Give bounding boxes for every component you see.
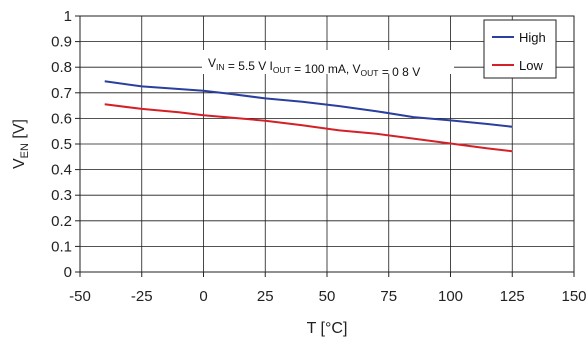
- y-axis-title-subscript: EN: [19, 143, 31, 158]
- x-tick-label: 75: [380, 288, 397, 305]
- y-tick-label: 1: [64, 8, 72, 25]
- conditions-annotation: VIN = 5.5 V IOUT = 100 mA, VOUT = 0 8 V: [202, 50, 454, 79]
- x-tick-label: -25: [131, 288, 153, 305]
- annotation-subscript: OUT: [361, 68, 379, 78]
- y-tick-label: 0.6: [51, 110, 72, 127]
- x-tick-label: 0: [199, 288, 207, 305]
- annotation-text: VIN = 5.5 V IOUT = 100 mA, VOUT = 0 8 V: [208, 56, 420, 79]
- x-tick-label: 125: [500, 288, 525, 305]
- y-tick-label: 0.2: [51, 213, 72, 230]
- series-line-high: [104, 80, 513, 128]
- y-axis-title-main: V: [11, 158, 28, 169]
- annotation-subscript: IN: [216, 62, 225, 72]
- y-tick-label: 0.3: [51, 187, 72, 204]
- y-tick-label: 0: [64, 264, 72, 281]
- annotation-part: = 100 mA, V: [291, 62, 361, 76]
- y-tick-label: 0.4: [51, 162, 72, 179]
- y-tick-label: 0.1: [51, 238, 72, 255]
- x-tick-label: 100: [438, 288, 463, 305]
- x-tick-label: -50: [69, 288, 91, 305]
- series-line-low: [104, 103, 513, 153]
- y-tick-label: 0.9: [51, 34, 72, 51]
- legend-label-high: High: [519, 30, 546, 45]
- legend-label-low: Low: [519, 58, 543, 73]
- annotation-subscript: OUT: [273, 65, 291, 75]
- y-axis-ticks: 0 0.1 0.2 0.3 0.4 0.5 0.6 0.7 0.8 0.9 1: [51, 8, 80, 281]
- x-tick-label: 50: [319, 288, 336, 305]
- y-axis-title-unit: [V]: [11, 119, 28, 143]
- annotation-background: [202, 50, 454, 74]
- legend: High Low: [483, 19, 557, 79]
- y-tick-label: 0.5: [51, 136, 72, 153]
- y-tick-label: 0.8: [51, 59, 72, 76]
- x-tick-label: 150: [561, 288, 586, 305]
- y-axis-title: VEN [V]: [11, 119, 31, 169]
- x-axis-ticks: -50 -25 0 25 50 75 100 125 150: [69, 272, 587, 305]
- x-tick-label: 25: [257, 288, 274, 305]
- legend-box: [483, 19, 557, 79]
- series-lines: [104, 80, 513, 153]
- x-axis-title: T [°C]: [307, 320, 348, 337]
- annotation-part: = 5.5 V I: [225, 59, 273, 73]
- annotation-part: V: [208, 56, 216, 70]
- annotation-part: = 0 8 V: [379, 65, 421, 79]
- y-tick-label: 0.7: [51, 85, 72, 102]
